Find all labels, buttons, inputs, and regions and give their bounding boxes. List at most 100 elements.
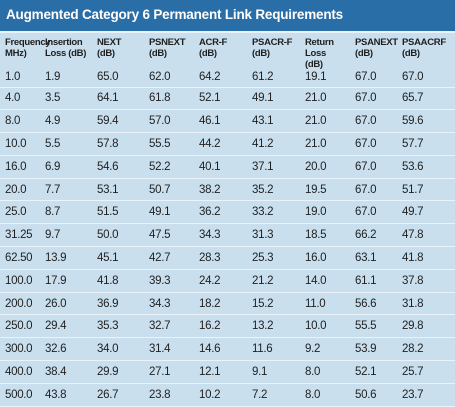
table-cell: 7.7	[40, 178, 92, 202]
table-cell: 25.0	[0, 200, 40, 225]
table-cell: 46.1	[194, 109, 247, 134]
table-cell: 4.9	[40, 109, 92, 134]
table-cell: 67.0	[350, 70, 397, 88]
table-cell: 67.0	[350, 87, 397, 111]
table-cell: 12.1	[194, 360, 247, 384]
table-cell: 47.5	[144, 223, 194, 248]
table-cell: 32.7	[144, 314, 194, 339]
table-cell: 50.0	[92, 223, 144, 248]
table-cell: 8.7	[40, 200, 92, 225]
table-cell: 10.2	[194, 383, 247, 407]
table-cell: 31.8	[397, 292, 455, 316]
table-cell: 16.0	[0, 155, 40, 179]
table-cell: 16.0	[300, 246, 350, 270]
table-cell: 64.1	[92, 87, 144, 111]
table-row: 400.0 38.4 29.9 27.1 12.1 9.1 8.0 52.1 25.7	[0, 360, 455, 384]
table-cell: 44.2	[194, 132, 247, 156]
table-cell: 61.8	[144, 87, 194, 111]
table-cell: 27.1	[144, 360, 194, 384]
table-cell: 8.0	[300, 360, 350, 384]
table-cell: 28.2	[397, 337, 455, 362]
table-cell: 36.2	[194, 200, 247, 225]
table-cell: 67.0	[350, 132, 397, 156]
table-cell: 43.8	[40, 383, 92, 407]
table-cell: 41.2	[247, 132, 300, 156]
table-cell: 26.0	[40, 292, 92, 316]
table-cell: 50.6	[350, 383, 397, 407]
table-cell: 5.5	[40, 132, 92, 156]
header-psaacrf: PSAACRF (dB)	[402, 37, 446, 59]
table-cell: 7.2	[247, 383, 300, 407]
table-cell: 250.0	[0, 314, 40, 339]
table-cell: 13.2	[247, 314, 300, 339]
table-cell: 63.1	[350, 246, 397, 270]
table-cell: 21.0	[300, 109, 350, 134]
table-cell: 26.7	[92, 383, 144, 407]
table-cell: 14.0	[300, 269, 350, 293]
table-cell: 8.0	[300, 383, 350, 407]
title-bar: Augmented Category 6 Permanent Link Requ…	[0, 0, 455, 33]
table-cell: 100.0	[0, 269, 40, 293]
table-cell: 10.0	[0, 132, 40, 156]
table-cell: 67.0	[350, 178, 397, 202]
table-cell: 31.25	[0, 223, 40, 248]
table-cell: 37.1	[247, 155, 300, 179]
table-row: 31.25 9.7 50.0 47.5 34.3 31.3 18.5 66.2 47.8	[0, 223, 455, 248]
table-cell: 28.3	[194, 246, 247, 270]
table-cell: 9.2	[300, 337, 350, 362]
table-cell: 13.9	[40, 246, 92, 270]
table-row: 20.0 7.7 53.1 50.7 38.2 35.2 19.5 67.0 51.7	[0, 178, 455, 202]
table-cell: 14.6	[194, 337, 247, 362]
table-cell: 23.8	[144, 383, 194, 407]
table-cell: 49.7	[397, 200, 455, 225]
table-cell: 57.0	[144, 109, 194, 134]
table-cell: 67.0	[350, 109, 397, 134]
table-cell: 65.0	[92, 70, 144, 88]
table-cell: 6.9	[40, 155, 92, 179]
table-cell: 64.2	[194, 70, 247, 88]
header-next: NEXT (dB)	[97, 37, 122, 59]
table-cell: 40.1	[194, 155, 247, 179]
table-cell: 52.1	[350, 360, 397, 384]
table-row: 200.0 26.0 36.9 34.3 18.2 15.2 11.0 56.6 31.8	[0, 292, 455, 316]
table-cell: 33.2	[247, 200, 300, 225]
table-cell: 16.2	[194, 314, 247, 339]
table-cell: 18.2	[194, 292, 247, 316]
table-cell: 500.0	[0, 383, 40, 407]
table-cell: 51.7	[397, 178, 455, 202]
table-cell: 45.1	[92, 246, 144, 270]
header-row: Frequency MHz) Insertion Loss (dB) NEXT (dB…	[0, 33, 455, 70]
table-cell: 11.0	[300, 292, 350, 316]
table-cell: 35.2	[247, 178, 300, 202]
table-cell: 3.5	[40, 87, 92, 111]
table-row: 500.0 43.8 26.7 23.8 10.2 7.2 8.0 50.6 23.7	[0, 383, 455, 407]
table-cell: 53.9	[350, 337, 397, 362]
table-cell: 52.2	[144, 155, 194, 179]
table-row: 10.0 5.5 57.8 55.5 44.2 41.2 21.0 67.0 57.7	[0, 132, 455, 156]
table-cell: 4.0	[0, 87, 40, 111]
table-cell: 51.5	[92, 200, 144, 225]
table-cell: 34.3	[194, 223, 247, 248]
table-cell: 21.0	[300, 87, 350, 111]
header-psanext: PSANEXT (dB)	[355, 37, 398, 59]
requirements-table: Frequency MHz) Insertion Loss (dB) NEXT (dB…	[0, 33, 455, 407]
table-cell: 43.1	[247, 109, 300, 134]
table-cell: 41.8	[397, 246, 455, 270]
table-cell: 21.2	[247, 269, 300, 293]
table-cell: 29.9	[92, 360, 144, 384]
table-cell: 42.7	[144, 246, 194, 270]
table-row: 8.0 4.9 59.4 57.0 46.1 43.1 21.0 67.0 59.6	[0, 109, 455, 134]
table-cell: 52.1	[194, 87, 247, 111]
table-row: 100.0 17.9 41.8 39.3 24.2 21.2 14.0 61.1 37.8	[0, 269, 455, 293]
header-return-loss: Return Loss (dB)	[305, 37, 334, 70]
table-cell: 29.8	[397, 314, 455, 339]
table-cell: 20.0	[300, 155, 350, 179]
table-cell: 11.6	[247, 337, 300, 362]
table-row: 300.0 32.6 34.0 31.4 14.6 11.6 9.2 53.9 28.2	[0, 337, 455, 362]
table-cell: 67.0	[350, 155, 397, 179]
table-cell: 24.2	[194, 269, 247, 293]
table-cell: 59.6	[397, 109, 455, 134]
table-cell: 67.0	[397, 70, 455, 88]
table-cell: 47.8	[397, 223, 455, 248]
